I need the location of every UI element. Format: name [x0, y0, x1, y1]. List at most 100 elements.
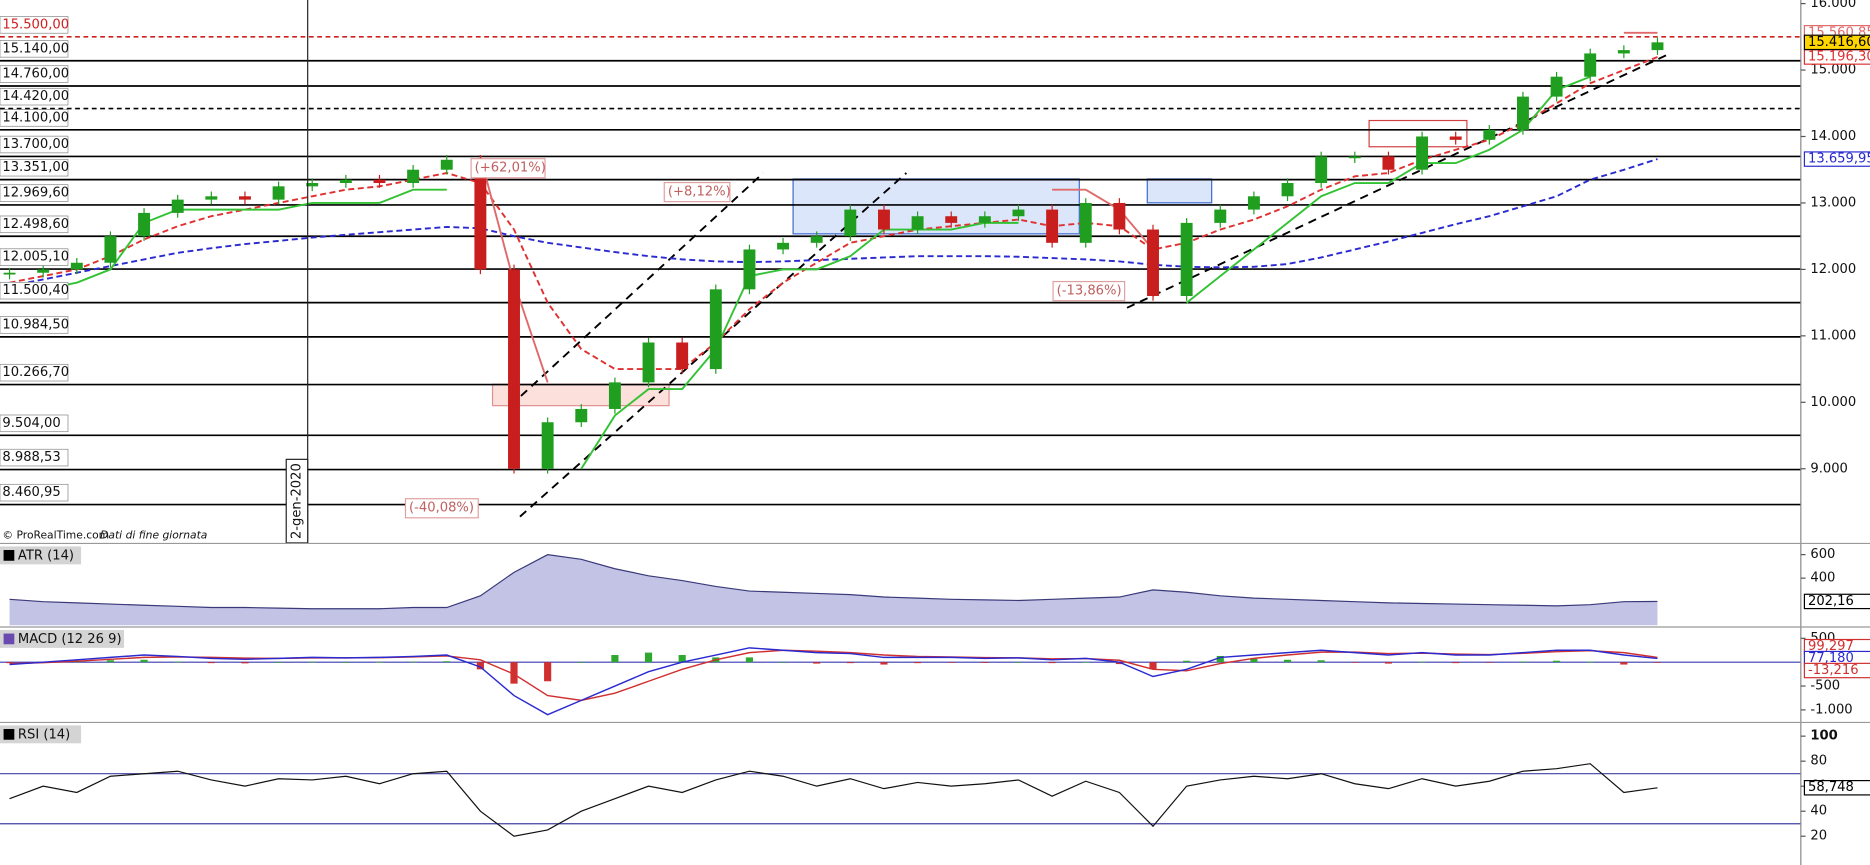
candle	[1382, 156, 1395, 170]
candle	[1550, 76, 1563, 97]
y-tick-label: 40	[1810, 804, 1827, 819]
candle	[205, 196, 218, 200]
annotation-box	[404, 498, 479, 519]
level-label: 14.760,00	[2, 67, 69, 82]
value-label: 77,180	[1808, 651, 1854, 666]
candle	[911, 216, 924, 230]
panel-title-icon	[3, 550, 15, 561]
level-label-box	[0, 363, 69, 382]
annotations: (+62,01%) (+8,12%) (-13,86%) (-40,08%)	[404, 158, 1126, 519]
histogram-bar	[544, 662, 552, 682]
histogram-bar	[510, 662, 518, 684]
level-label-box	[0, 158, 69, 177]
candle	[1214, 209, 1227, 223]
panel	[9, 554, 1658, 626]
level-label: 14.420,00	[2, 89, 69, 104]
candle	[1012, 209, 1025, 217]
histogram-bar	[409, 661, 417, 663]
histogram-bar	[106, 660, 115, 663]
plot	[0, 31, 1801, 837]
histogram-bar	[1149, 662, 1157, 670]
candle	[1584, 53, 1597, 77]
level-label-box	[0, 248, 69, 266]
zone-box	[792, 178, 1080, 235]
histogram-bar	[1653, 662, 1662, 663]
histogram-bar	[1452, 662, 1460, 664]
histogram-bar	[375, 661, 384, 663]
candle	[1416, 136, 1429, 170]
panel	[0, 31, 1801, 506]
candle	[1247, 196, 1260, 210]
histogram-bar	[914, 662, 922, 664]
histogram-bar	[308, 661, 316, 663]
y-tick-label: 100	[1810, 729, 1837, 744]
level-label: 10.984,50	[2, 317, 69, 332]
candle	[676, 342, 689, 370]
y-tick-label: 400	[1810, 571, 1835, 586]
level-label-box	[0, 281, 69, 300]
panel-title-icon	[3, 633, 15, 645]
candle	[978, 216, 991, 223]
level-label-box	[0, 40, 69, 58]
level-label-box	[0, 483, 69, 502]
level-label-box	[0, 135, 69, 154]
value-box	[1803, 593, 1870, 610]
source-note: Dati di fine giornata	[100, 529, 207, 542]
histogram-bar	[678, 655, 686, 663]
histogram-bar	[644, 652, 653, 663]
annotation-box	[470, 158, 546, 179]
y-tick-label: 600	[1810, 547, 1835, 562]
level-label-box	[0, 448, 69, 467]
level-label: 12.498,60	[2, 217, 69, 232]
candle	[1079, 202, 1092, 243]
value-label: 13.659,95	[1808, 152, 1870, 167]
histogram-bar	[275, 662, 283, 663]
y-tick-label: 13.000	[1810, 195, 1856, 210]
panel	[0, 647, 1801, 716]
annotation: (-13,86%)	[1057, 284, 1122, 299]
candle	[37, 269, 50, 273]
candle	[642, 342, 655, 383]
y-tick-label: 12.000	[1810, 262, 1856, 277]
level-label-box	[0, 16, 69, 34]
histogram-bar	[1620, 662, 1628, 665]
candle	[407, 169, 420, 184]
candle	[1180, 222, 1193, 296]
value-label: -13,216	[1808, 663, 1859, 678]
y-tick-label: 20	[1810, 829, 1827, 844]
candle	[440, 159, 453, 170]
histogram-bar	[1519, 661, 1527, 663]
overlay-line	[9, 56, 1658, 370]
value-label: 202,16	[1808, 594, 1854, 609]
histogram-bar	[1115, 662, 1123, 665]
histogram-bar	[1418, 661, 1426, 663]
candle	[339, 179, 352, 184]
y-tick-label: 14.000	[1810, 129, 1856, 144]
candle	[3, 272, 16, 275]
histogram-bar	[140, 659, 148, 663]
candle	[1281, 183, 1294, 197]
candle	[1113, 202, 1126, 230]
panel-title-box	[0, 629, 125, 648]
y-tick-label: 11.000	[1810, 328, 1856, 343]
candle	[474, 159, 487, 270]
area-line	[9, 554, 1658, 610]
value-box	[1803, 151, 1870, 167]
histogram-bar	[611, 655, 619, 663]
value-label: 15.196,30	[1808, 49, 1870, 64]
histogram-bar	[1283, 659, 1292, 663]
candle	[945, 216, 958, 223]
level-label: 12.969,60	[2, 186, 69, 201]
panel	[0, 763, 1801, 837]
value-box	[1803, 662, 1870, 679]
histogram-bar	[443, 661, 451, 663]
candle	[138, 212, 151, 237]
candle	[810, 236, 823, 243]
candle	[1449, 136, 1462, 140]
right-axis-bg	[1800, 0, 1870, 865]
histogram-bar	[1216, 655, 1224, 663]
histogram-bar	[1485, 662, 1493, 663]
histogram-bar	[577, 662, 585, 663]
